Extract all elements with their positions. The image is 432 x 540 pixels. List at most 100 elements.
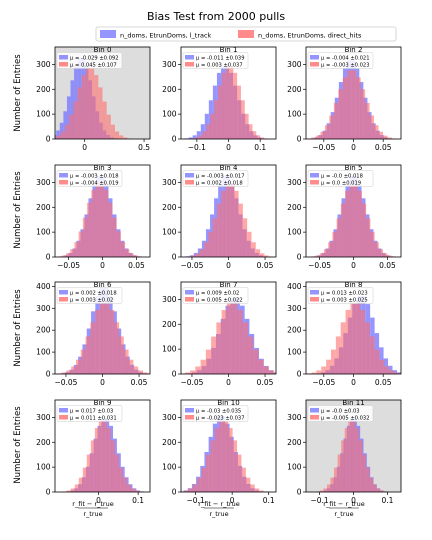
histogram-bar-series-a <box>201 240 206 257</box>
x-tick-label: −0.05 <box>312 143 335 152</box>
histogram-bar-series-b <box>333 102 339 139</box>
histogram-bar-series-b <box>378 249 384 257</box>
histogram-bar-series-b <box>323 488 327 492</box>
histogram-bar-series-b <box>73 101 78 139</box>
histogram-bar-series-b <box>376 488 381 492</box>
histogram-bar-series-b <box>374 242 379 257</box>
stats-text-series-b: μ = 0.002 ±0.018 <box>196 180 243 186</box>
histogram-bar-series-b <box>109 309 115 374</box>
panel-title: Bin 5 <box>345 164 363 172</box>
histogram-bar-series-a <box>66 96 71 139</box>
histogram-bar-series-b <box>338 89 343 139</box>
histogram-bar-series-b <box>358 440 363 492</box>
histogram-bar-series-b <box>241 467 246 492</box>
histogram-bar-series-b <box>69 114 74 139</box>
histogram-bar-series-b <box>360 89 366 139</box>
histogram-bar-series-b <box>330 349 336 374</box>
histogram-bar-series-b <box>78 231 83 257</box>
panel-title: Bin 11 <box>342 399 364 407</box>
histogram-bar-series-b <box>341 440 345 492</box>
stats-swatch-series-b <box>59 415 68 420</box>
x-tick-label: 0 <box>226 378 231 387</box>
x-tick-label: 0.1 <box>132 496 144 505</box>
x-tick-label: 0.05 <box>128 261 145 270</box>
stats-swatch-series-b <box>59 62 68 67</box>
y-tick-label: 300 <box>287 60 302 69</box>
histogram-bar-series-b <box>94 428 99 492</box>
histogram-bar-series-b <box>82 467 87 492</box>
histogram-bar-series-b <box>355 302 361 374</box>
histogram-bar-series-b <box>260 137 264 139</box>
stats-legend-box <box>307 170 374 187</box>
histogram-bar-series-b <box>133 366 139 374</box>
histogram-bar-series-b <box>260 253 265 257</box>
histogram-bar-series-b <box>221 72 226 139</box>
histogram-bar-series-b <box>234 190 239 257</box>
y-tick-label: 200 <box>162 85 177 94</box>
x-axis-label-col-3: r_fit − r_true r_true <box>323 500 364 518</box>
stats-text-series-a: μ = -0.0 ±0.018 <box>321 173 363 179</box>
histogram-bar-series-b <box>326 484 331 492</box>
stats-legend-box <box>56 52 123 69</box>
legend-swatch-a <box>100 30 116 38</box>
y-tick-label: 400 <box>287 282 302 291</box>
stats-text-series-a: μ = -0.004 ±0.021 <box>321 55 370 61</box>
histogram-bar-series-b <box>330 477 335 492</box>
x-tick-label: 0.05 <box>375 143 392 152</box>
histogram-bar-series-b <box>183 490 189 492</box>
histogram-bar-series-b <box>221 190 226 257</box>
histogram-bar-series-b <box>369 115 375 139</box>
x-tick-label: −0.05 <box>308 261 331 270</box>
histogram-bar-series-b <box>383 253 388 257</box>
histogram-bar-series-b <box>190 370 196 374</box>
legend-label-b: n_doms, EtrunDoms, direct_hits <box>258 32 362 40</box>
histogram-bar-series-b <box>194 137 199 139</box>
y-tick-label: 100 <box>287 110 302 119</box>
legend: n_doms, EtrunDoms, l_track n_doms, Etrun… <box>95 26 397 42</box>
x-tick-label: 0 <box>226 143 231 152</box>
histogram-bar-series-b <box>90 322 96 374</box>
histogram-bar-series-b <box>214 100 218 139</box>
histogram-bar-series-b <box>336 218 341 257</box>
histogram-bar-series-b <box>82 217 88 257</box>
x-tick-label: 0.05 <box>257 261 274 270</box>
y-tick-label: 0 <box>46 135 51 144</box>
histogram-bar-series-b <box>332 231 337 257</box>
x-tick-label: 0 <box>226 261 231 270</box>
x-label-denominator: r_true <box>209 510 228 518</box>
histogram-bar-series-b <box>344 428 349 492</box>
histogram-bar-series-b <box>355 428 359 492</box>
histogram-bar-series-b <box>248 124 253 139</box>
histogram-bar-series-b <box>351 420 356 492</box>
histogram-bar-series-b <box>364 322 370 374</box>
stats-text-series-b: μ = 0.045 ±0.107 <box>70 62 117 68</box>
histogram-bar-series-b <box>66 370 72 374</box>
histogram-bar-series-b <box>206 454 211 492</box>
histogram-bar-series-b <box>205 349 212 374</box>
histogram-bar-series-b <box>348 420 352 492</box>
histogram-bar-series-b <box>56 135 61 139</box>
histogram-bar-series-b <box>387 255 392 257</box>
y-tick-label: 300 <box>162 295 177 304</box>
histogram-bar-series-b <box>242 322 248 374</box>
x-label-denominator: r_true <box>83 510 102 518</box>
y-tick-label: 0 <box>172 488 177 497</box>
panel-title: Bin 8 <box>345 281 363 289</box>
histogram-bar-series-b <box>201 467 207 492</box>
y-tick-label: 300 <box>287 304 302 313</box>
panel-title: Bin 7 <box>220 281 238 289</box>
histogram-bar-series-b <box>233 72 238 139</box>
y-tick-label: 300 <box>162 178 177 187</box>
x-tick-label: 0.1 <box>254 143 266 152</box>
histogram-bar-series-b <box>225 65 230 139</box>
histogram-bar-series-b <box>349 183 354 257</box>
histogram-bar-series-b <box>123 349 129 374</box>
stats-text-series-a: μ = -0.003 ±0.017 <box>196 173 245 179</box>
histogram-bar-series-b <box>256 135 261 139</box>
x-tick-label: 0 <box>351 143 356 152</box>
panel-bin-8: 0 100 200 300 400 −0.05 0 0.05 Bin 8μ = 0.013 ±0… <box>287 281 402 387</box>
stats-legend-box <box>307 287 374 304</box>
histogram-bar-series-b <box>217 203 222 257</box>
